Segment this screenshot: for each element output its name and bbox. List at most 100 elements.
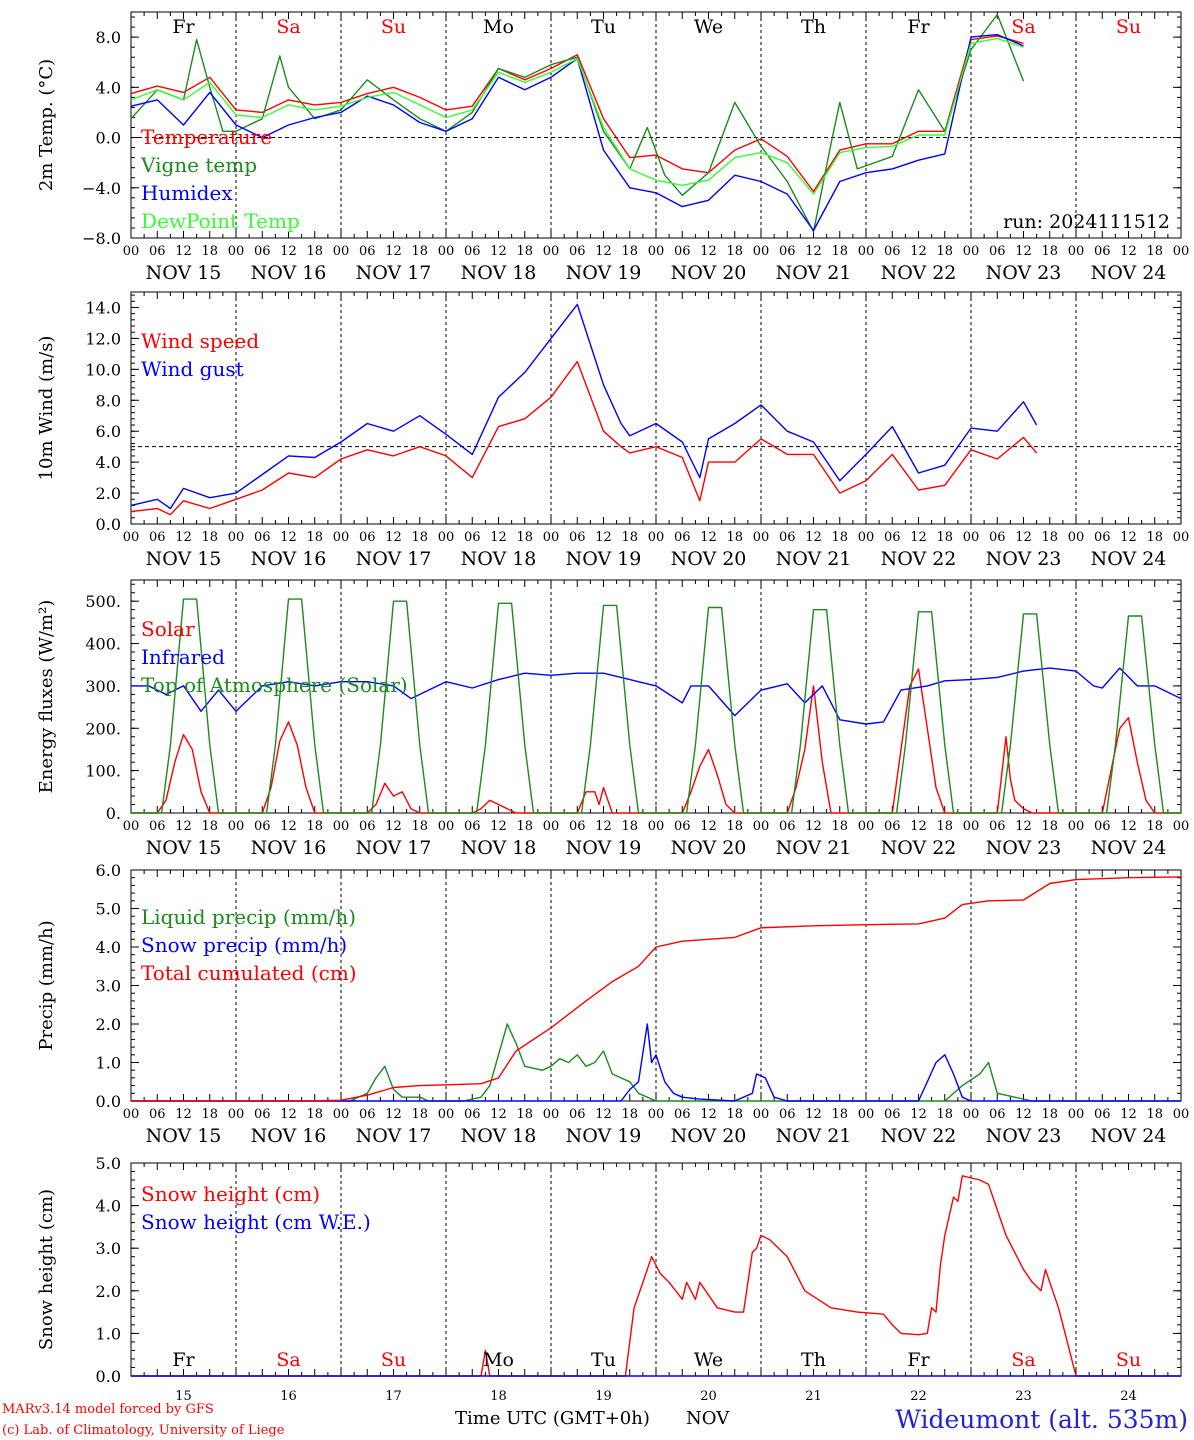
weekday-label: Sa — [1011, 1349, 1035, 1371]
hour-tick-label: 00 — [648, 530, 665, 545]
y-tick-label: 0.0 — [96, 129, 121, 148]
time-axis-label: Time UTC (GMT+0h) — [455, 1408, 650, 1429]
hour-tick-label: 12 — [595, 244, 612, 259]
date-label: NOV 17 — [356, 262, 432, 284]
date-label: NOV 22 — [881, 1125, 957, 1147]
date-label: NOV 19 — [566, 837, 642, 859]
hour-tick-label: 00 — [1173, 530, 1190, 545]
date-label: NOV 15 — [146, 548, 222, 570]
hour-tick-label: 00 — [753, 244, 770, 259]
hour-tick-label: 00 — [858, 530, 875, 545]
day-number-label: 15 — [175, 1389, 192, 1404]
day-number-label: 18 — [490, 1389, 507, 1404]
legend-entry: Solar — [141, 617, 195, 641]
weekday-label: Mo — [483, 1349, 514, 1371]
hour-tick-label: 18 — [411, 244, 428, 259]
hour-tick-label: 18 — [516, 1107, 533, 1122]
hour-tick-label: 12 — [385, 530, 402, 545]
hour-tick-label: 06 — [1094, 244, 1111, 259]
hour-tick-label: 00 — [543, 819, 560, 834]
hour-tick-label: 06 — [569, 244, 586, 259]
hour-tick-label: 18 — [1041, 1107, 1058, 1122]
date-label: NOV 23 — [986, 548, 1062, 570]
hour-tick-label: 00 — [648, 1107, 665, 1122]
hour-tick-label: 12 — [700, 244, 717, 259]
hour-tick-label: 06 — [359, 1107, 376, 1122]
date-label: NOV 17 — [356, 837, 432, 859]
hour-tick-label: 06 — [1094, 819, 1111, 834]
hour-tick-label: 12 — [910, 530, 927, 545]
y-tick-label: 2.0 — [96, 1282, 121, 1301]
hour-tick-label: 06 — [464, 1107, 481, 1122]
hour-tick-label: 00 — [228, 244, 245, 259]
hour-tick-label: 18 — [726, 244, 743, 259]
y-axis-label: 10m Wind (m/s) — [36, 336, 57, 481]
date-label: NOV 19 — [566, 1125, 642, 1147]
date-label: NOV 21 — [776, 1125, 852, 1147]
date-label: NOV 20 — [671, 837, 747, 859]
y-tick-label: 200. — [85, 719, 121, 738]
legend-entry: Snow precip (mm/h) — [141, 933, 347, 957]
y-tick-label: 14.0 — [85, 298, 121, 317]
date-label: NOV 15 — [146, 1125, 222, 1147]
weekday-label: Th — [801, 1349, 826, 1371]
hour-tick-label: 06 — [149, 530, 166, 545]
series-line-wind-speed — [130, 360, 1038, 516]
date-label: NOV 18 — [461, 262, 537, 284]
hour-tick-label: 06 — [884, 1107, 901, 1122]
hour-tick-label: 00 — [1173, 244, 1190, 259]
hour-tick-label: 12 — [1015, 244, 1032, 259]
weekday-label: Fr — [172, 1349, 195, 1371]
hour-tick-label: 06 — [779, 244, 796, 259]
y-tick-label: 0.0 — [96, 1367, 121, 1386]
weekday-label: Tu — [591, 16, 616, 38]
hour-tick-label: 18 — [726, 530, 743, 545]
hour-tick-label: 12 — [385, 244, 402, 259]
date-label: NOV 19 — [566, 262, 642, 284]
date-label: NOV 16 — [251, 1125, 327, 1147]
y-tick-label: 8.0 — [96, 28, 121, 47]
month-label: NOV — [686, 1408, 730, 1429]
hour-tick-label: 06 — [989, 244, 1006, 259]
hour-tick-label: 06 — [1094, 530, 1111, 545]
hour-tick-label: 18 — [201, 1107, 218, 1122]
day-number-label: 22 — [910, 1389, 927, 1404]
series-line-top-of-atmosphere-solar- — [131, 598, 1181, 814]
y-tick-label: 8.0 — [96, 391, 121, 410]
y-tick-label: 2.0 — [96, 484, 121, 503]
hour-tick-label: 12 — [1015, 1107, 1032, 1122]
y-tick-label: 6.0 — [96, 422, 121, 441]
hour-tick-label: 18 — [201, 819, 218, 834]
weekday-label: Mo — [483, 16, 514, 38]
hour-tick-label: 00 — [963, 530, 980, 545]
y-tick-label: 500. — [85, 592, 121, 611]
legend-entry: Wind speed — [141, 329, 259, 353]
panel-1: −8.0 −4.0 0.0 4.0 8.0 2m Temp. (°C) Temperatur… — [36, 11, 1190, 284]
weekday-label: Fr — [172, 16, 195, 38]
hour-tick-label: 06 — [359, 244, 376, 259]
y-axis-label: Energy fluxes (W/m²) — [36, 600, 57, 794]
legend-entry: Liquid precip (mm/h) — [141, 905, 356, 929]
y-tick-label: 4.0 — [96, 1197, 121, 1216]
hour-tick-label: 00 — [438, 244, 455, 259]
hour-tick-label: 12 — [385, 819, 402, 834]
hour-tick-label: 00 — [753, 1107, 770, 1122]
hour-tick-label: 06 — [989, 530, 1006, 545]
hour-tick-label: 00 — [123, 1107, 140, 1122]
hour-tick-label: 18 — [516, 819, 533, 834]
hour-tick-label: 12 — [280, 1107, 297, 1122]
hour-tick-label: 06 — [569, 530, 586, 545]
date-label: NOV 18 — [461, 837, 537, 859]
date-label: NOV 19 — [566, 548, 642, 570]
hour-tick-label: 00 — [648, 244, 665, 259]
date-label: NOV 24 — [1091, 548, 1167, 570]
hour-tick-label: 00 — [858, 819, 875, 834]
y-tick-label: 0.0 — [96, 1092, 121, 1111]
series-line-snow-precip-mm-h- — [131, 1023, 1181, 1102]
date-label: NOV 22 — [881, 548, 957, 570]
date-label: NOV 20 — [671, 262, 747, 284]
hour-tick-label: 00 — [543, 244, 560, 259]
y-tick-label: 5.0 — [96, 1154, 121, 1173]
credit-line-1: MARv3.14 model forced by GFS — [2, 1402, 214, 1417]
date-label: NOV 21 — [776, 548, 852, 570]
